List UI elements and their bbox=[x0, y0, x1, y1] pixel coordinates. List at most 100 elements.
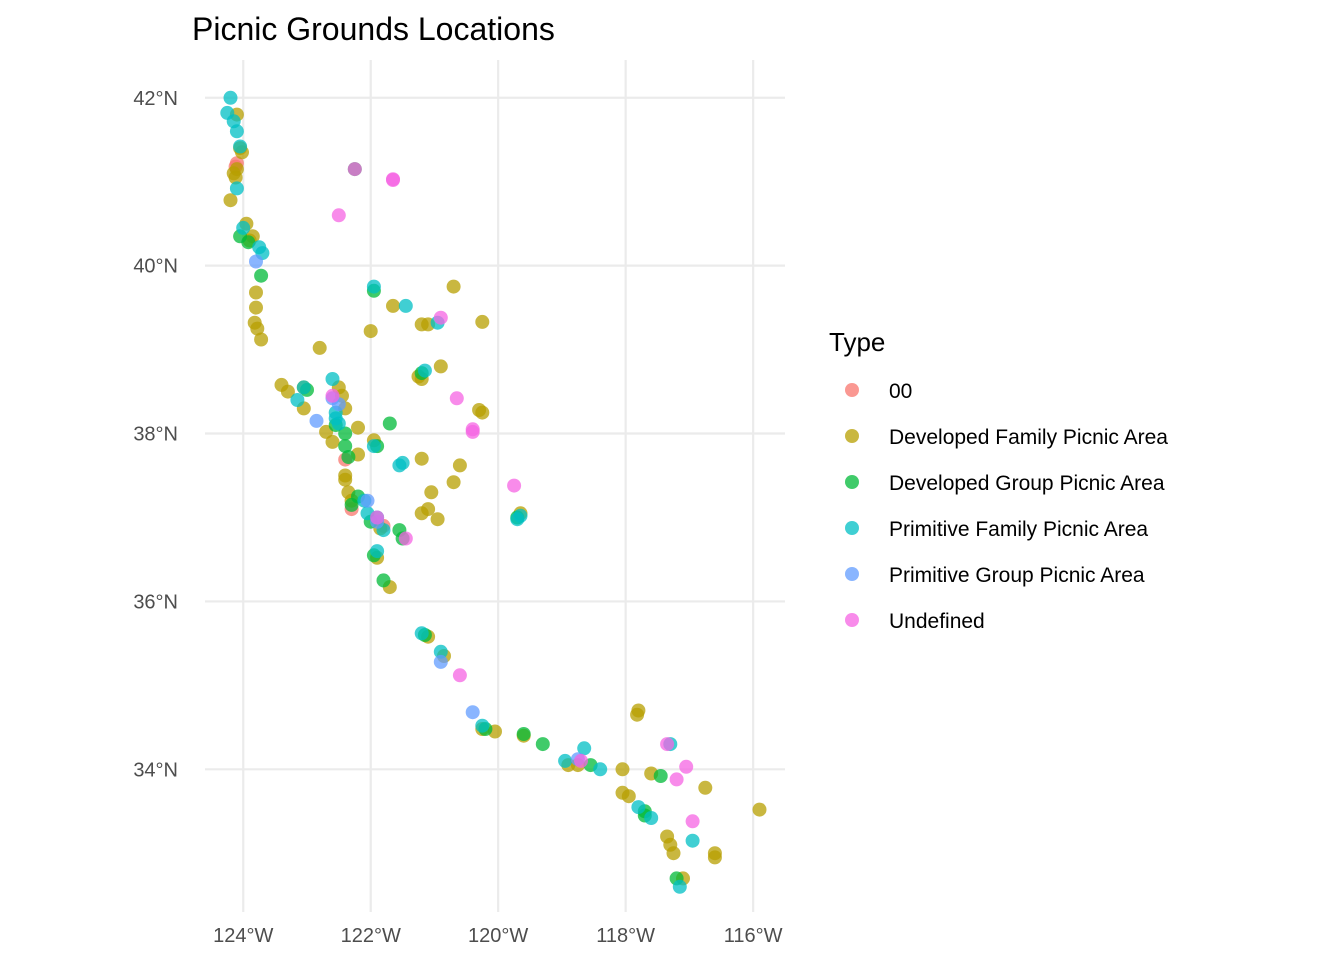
data-point bbox=[510, 512, 525, 527]
data-point bbox=[241, 235, 256, 250]
data-point bbox=[338, 439, 353, 454]
data-point bbox=[507, 478, 522, 493]
data-point bbox=[386, 173, 400, 187]
data-point bbox=[475, 405, 490, 420]
legend-label: 00 bbox=[889, 380, 912, 403]
legend-key bbox=[845, 613, 859, 627]
data-point bbox=[370, 510, 385, 525]
data-point bbox=[338, 472, 353, 487]
data-point bbox=[290, 393, 305, 407]
data-point bbox=[433, 359, 448, 374]
x-tick-label: 120°W bbox=[468, 925, 528, 947]
x-tick-label: 124°W bbox=[213, 925, 273, 947]
data-point bbox=[707, 850, 722, 865]
data-point bbox=[421, 502, 436, 517]
data-point bbox=[331, 208, 346, 223]
axis-tick-labels: 124°W 122°W 120°W 118°W 116°W 34°N 36°N 38°N 40°… bbox=[133, 88, 782, 947]
data-point bbox=[325, 434, 340, 449]
data-point bbox=[392, 458, 407, 473]
legend-key bbox=[845, 567, 859, 581]
data-point bbox=[398, 298, 413, 313]
data-point bbox=[621, 789, 636, 804]
data-point bbox=[465, 422, 480, 437]
data-point bbox=[465, 705, 480, 720]
data-point bbox=[366, 439, 381, 454]
data-point bbox=[229, 162, 244, 177]
data-point bbox=[249, 300, 263, 315]
grid-lines bbox=[205, 60, 785, 912]
data-point bbox=[452, 458, 467, 473]
legend-label: Primitive Family Picnic Area bbox=[889, 518, 1148, 541]
data-point bbox=[446, 279, 461, 294]
x-tick-label: 118°W bbox=[596, 925, 655, 947]
data-point bbox=[414, 451, 429, 466]
data-point bbox=[653, 769, 668, 783]
data-point bbox=[698, 780, 713, 795]
data-point bbox=[233, 139, 248, 154]
data-point bbox=[660, 737, 675, 752]
data-point bbox=[685, 814, 700, 829]
data-point bbox=[331, 416, 346, 431]
legend-key bbox=[845, 521, 859, 535]
data-point bbox=[414, 626, 429, 641]
data-point bbox=[366, 279, 381, 294]
data-point bbox=[630, 707, 645, 722]
data-point bbox=[424, 485, 439, 500]
data-point bbox=[679, 759, 694, 774]
data-point bbox=[666, 846, 681, 861]
data-point bbox=[338, 426, 353, 441]
data-point bbox=[535, 737, 550, 752]
data-point bbox=[475, 314, 490, 329]
data-point bbox=[615, 762, 630, 777]
data-point bbox=[325, 372, 340, 386]
legend-label: Undefined bbox=[889, 610, 985, 633]
data-point bbox=[325, 388, 340, 403]
data-point bbox=[236, 220, 251, 235]
data-point bbox=[341, 450, 356, 464]
data-point bbox=[577, 741, 592, 756]
x-tick-label: 122°W bbox=[341, 925, 401, 947]
data-point bbox=[669, 772, 684, 787]
data-point bbox=[398, 531, 413, 546]
data-point bbox=[376, 573, 391, 588]
data-point bbox=[417, 363, 432, 378]
legend: Type 00 Developed Family Picnic Area Devel… bbox=[829, 327, 1168, 633]
data-point bbox=[449, 391, 464, 406]
data-point bbox=[254, 268, 269, 283]
data-point bbox=[249, 254, 263, 269]
data-point bbox=[685, 833, 700, 848]
y-tick-label: 34°N bbox=[133, 759, 178, 781]
data-point bbox=[254, 332, 269, 347]
y-tick-label: 36°N bbox=[133, 591, 178, 613]
data-point bbox=[644, 811, 659, 825]
data-point bbox=[223, 193, 238, 208]
data-point bbox=[296, 380, 311, 395]
data-point bbox=[249, 285, 263, 300]
y-tick-label: 38°N bbox=[133, 424, 178, 446]
legend-label: Primitive Group Picnic Area bbox=[889, 564, 1145, 587]
data-point bbox=[312, 340, 327, 355]
scatter-points bbox=[220, 90, 767, 894]
data-point bbox=[752, 802, 767, 817]
data-point bbox=[446, 475, 461, 490]
chart-title: Picnic Grounds Locations bbox=[192, 11, 555, 47]
legend-title: Type bbox=[829, 327, 885, 357]
y-tick-label: 42°N bbox=[133, 88, 178, 110]
y-tick-label: 40°N bbox=[133, 256, 178, 278]
legend-label: Developed Family Picnic Area bbox=[889, 426, 1168, 449]
data-point bbox=[360, 493, 375, 508]
data-point bbox=[593, 762, 608, 777]
data-point bbox=[433, 310, 448, 325]
data-point bbox=[309, 413, 324, 428]
data-point bbox=[382, 416, 397, 431]
data-point bbox=[229, 181, 244, 196]
data-point bbox=[229, 124, 244, 139]
data-point bbox=[516, 727, 531, 741]
data-point bbox=[475, 718, 490, 733]
legend-label: Developed Group Picnic Area bbox=[889, 472, 1165, 495]
data-point bbox=[672, 879, 687, 894]
data-point bbox=[386, 298, 400, 313]
data-point bbox=[370, 544, 385, 559]
data-point bbox=[433, 654, 448, 669]
